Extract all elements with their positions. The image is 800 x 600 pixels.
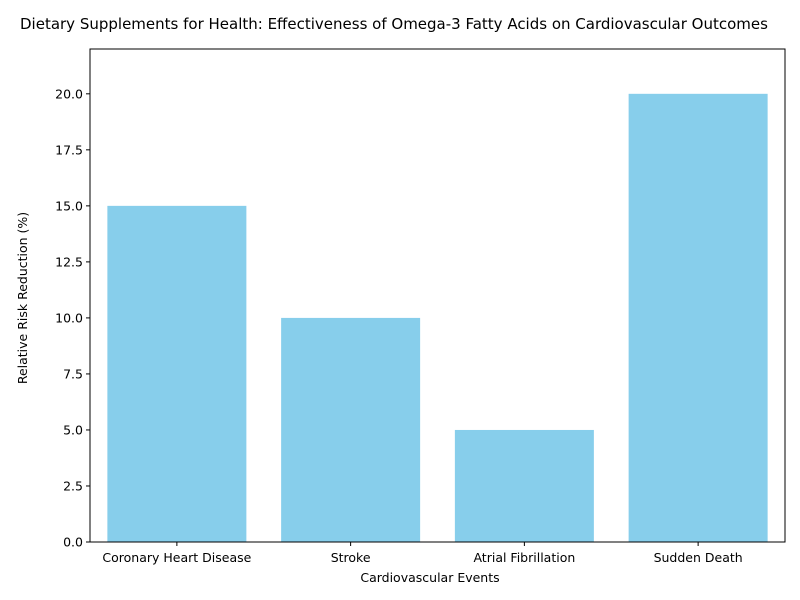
y-axis-title: Relative Risk Reduction (%) [15, 212, 30, 384]
y-tick-label: 7.5 [63, 366, 83, 381]
y-tick-label: 10.0 [55, 310, 83, 325]
y-tick-label: 5.0 [63, 422, 83, 437]
bar-coronary-heart-disease [107, 205, 247, 542]
y-tick-label: 15.0 [55, 198, 83, 213]
x-axis-title: Cardiovascular Events [360, 570, 499, 585]
y-tick-label: 20.0 [55, 86, 83, 101]
bar-sudden-death [628, 93, 768, 543]
bar-atrial-fibrillation [454, 429, 594, 542]
x-tick-label: Stroke [331, 550, 371, 565]
x-tick-label: Sudden Death [654, 550, 743, 565]
bars-group [107, 93, 768, 543]
x-tick-label: Atrial Fibrillation [473, 550, 575, 565]
y-tick-label: 17.5 [55, 142, 83, 157]
y-ticks-group: 0.0 2.5 5.0 7.5 10.0 12.5 15.0 17.5 20.0 [55, 86, 90, 550]
y-tick-label: 0.0 [63, 535, 83, 550]
y-tick-label: 12.5 [55, 254, 83, 269]
chart-title: Dietary Supplements for Health: Effectiv… [20, 15, 768, 33]
plot-frame [89, 48, 786, 543]
y-tick-label: 2.5 [63, 478, 83, 493]
axes-group [89, 48, 786, 543]
bar-stroke [281, 317, 421, 542]
x-tick-label: Coronary Heart Disease [102, 550, 251, 565]
x-ticks-group: Coronary Heart Disease Stroke Atrial Fibri… [102, 542, 743, 565]
